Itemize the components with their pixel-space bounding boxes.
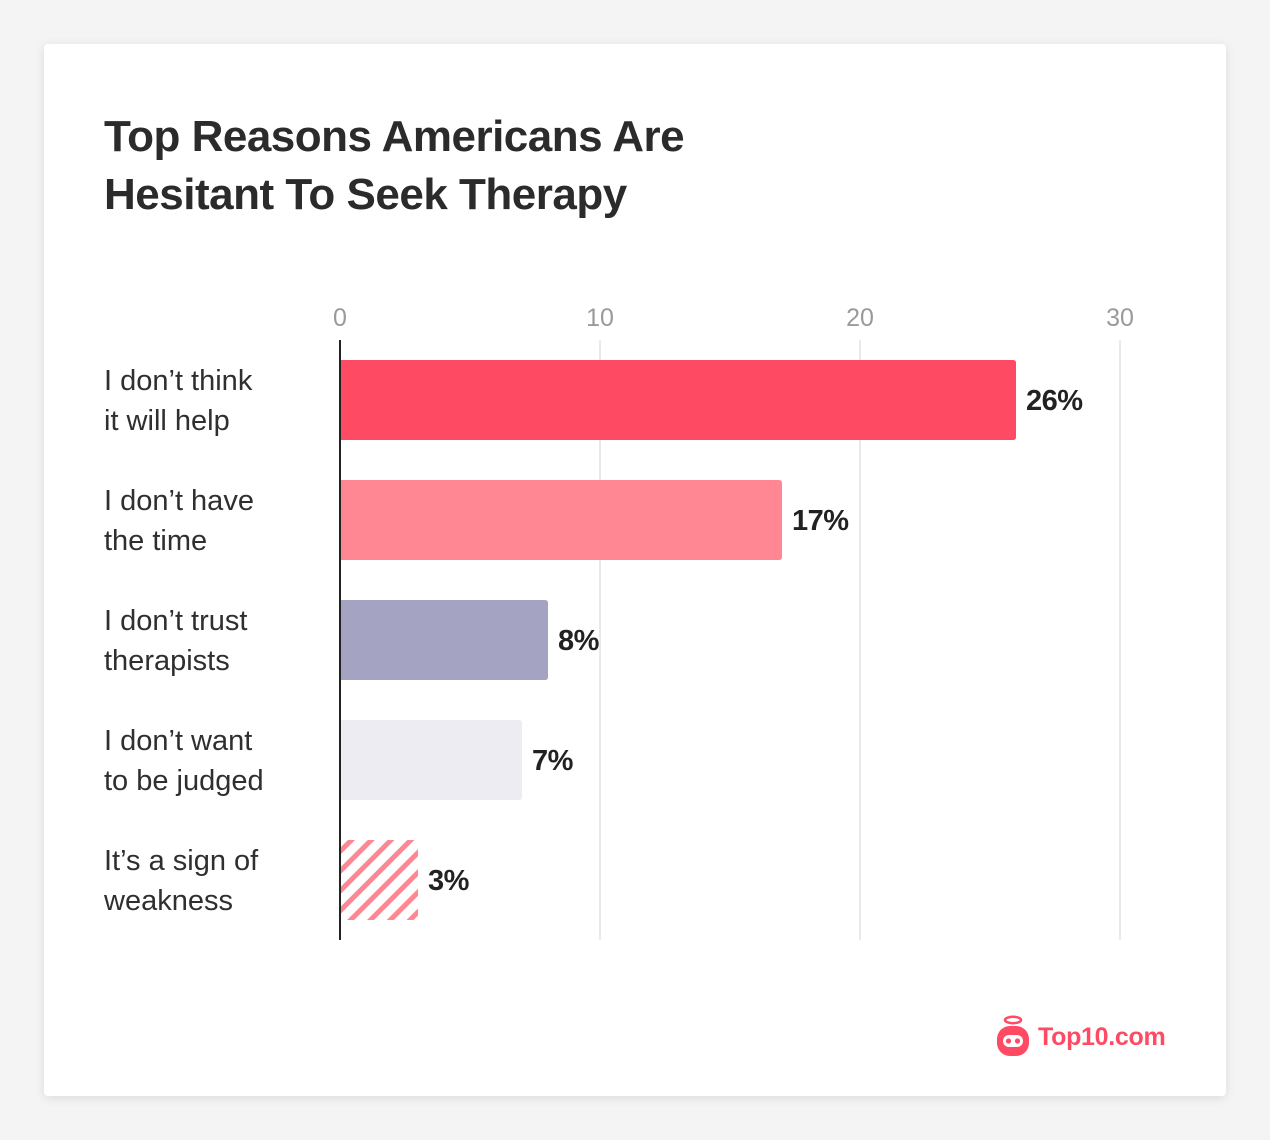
x-tick-label-20: 20 <box>846 304 874 332</box>
chart-title-line-1: Top Reasons Americans Are <box>104 112 685 161</box>
value-label-4: 3% <box>428 865 470 897</box>
value-label-2: 8% <box>558 625 600 657</box>
category-label-3-line-2: to be judged <box>104 765 264 797</box>
value-label-1: 17% <box>792 505 849 537</box>
chart-title-line-2: Hesitant To Seek Therapy <box>104 170 627 219</box>
chart-title: Top Reasons Americans Are Hesitant To Se… <box>104 108 904 224</box>
category-label-0-line-2: it will help <box>104 405 230 437</box>
category-label-0-line-1: I don’t think <box>104 365 253 397</box>
bar-layer <box>340 360 1016 920</box>
bar-1 <box>340 480 782 560</box>
chart-card <box>44 44 1226 1096</box>
robot-logo-icon <box>997 1015 1029 1056</box>
value-label-3: 7% <box>532 745 574 777</box>
category-label-1-line-2: the time <box>104 525 207 557</box>
category-label-2-line-2: therapists <box>104 645 230 677</box>
label-layer: 0 10 20 30 26% I don’t think it will help 17% I … <box>103 304 1134 940</box>
bar-4 <box>340 840 418 920</box>
category-label-2-line-1: I don’t trust <box>104 605 247 637</box>
category-label-4-line-2: weakness <box>103 885 233 917</box>
category-label-1-line-1: I don’t have <box>104 485 254 517</box>
x-tick-label-30: 30 <box>1106 304 1134 332</box>
bar-3 <box>340 720 522 800</box>
category-label-4-line-1: It’s a sign of <box>104 845 259 877</box>
bar-0 <box>340 360 1016 440</box>
brand-name: Top10.com <box>1038 1022 1166 1051</box>
x-tick-label-10: 10 <box>586 304 614 332</box>
brand-logo: Top10.com <box>996 1012 1166 1062</box>
bar-2 <box>340 600 548 680</box>
category-label-3-line-1: I don’t want <box>104 725 252 757</box>
value-label-0: 26% <box>1026 385 1083 417</box>
x-tick-label-0: 0 <box>333 304 347 332</box>
